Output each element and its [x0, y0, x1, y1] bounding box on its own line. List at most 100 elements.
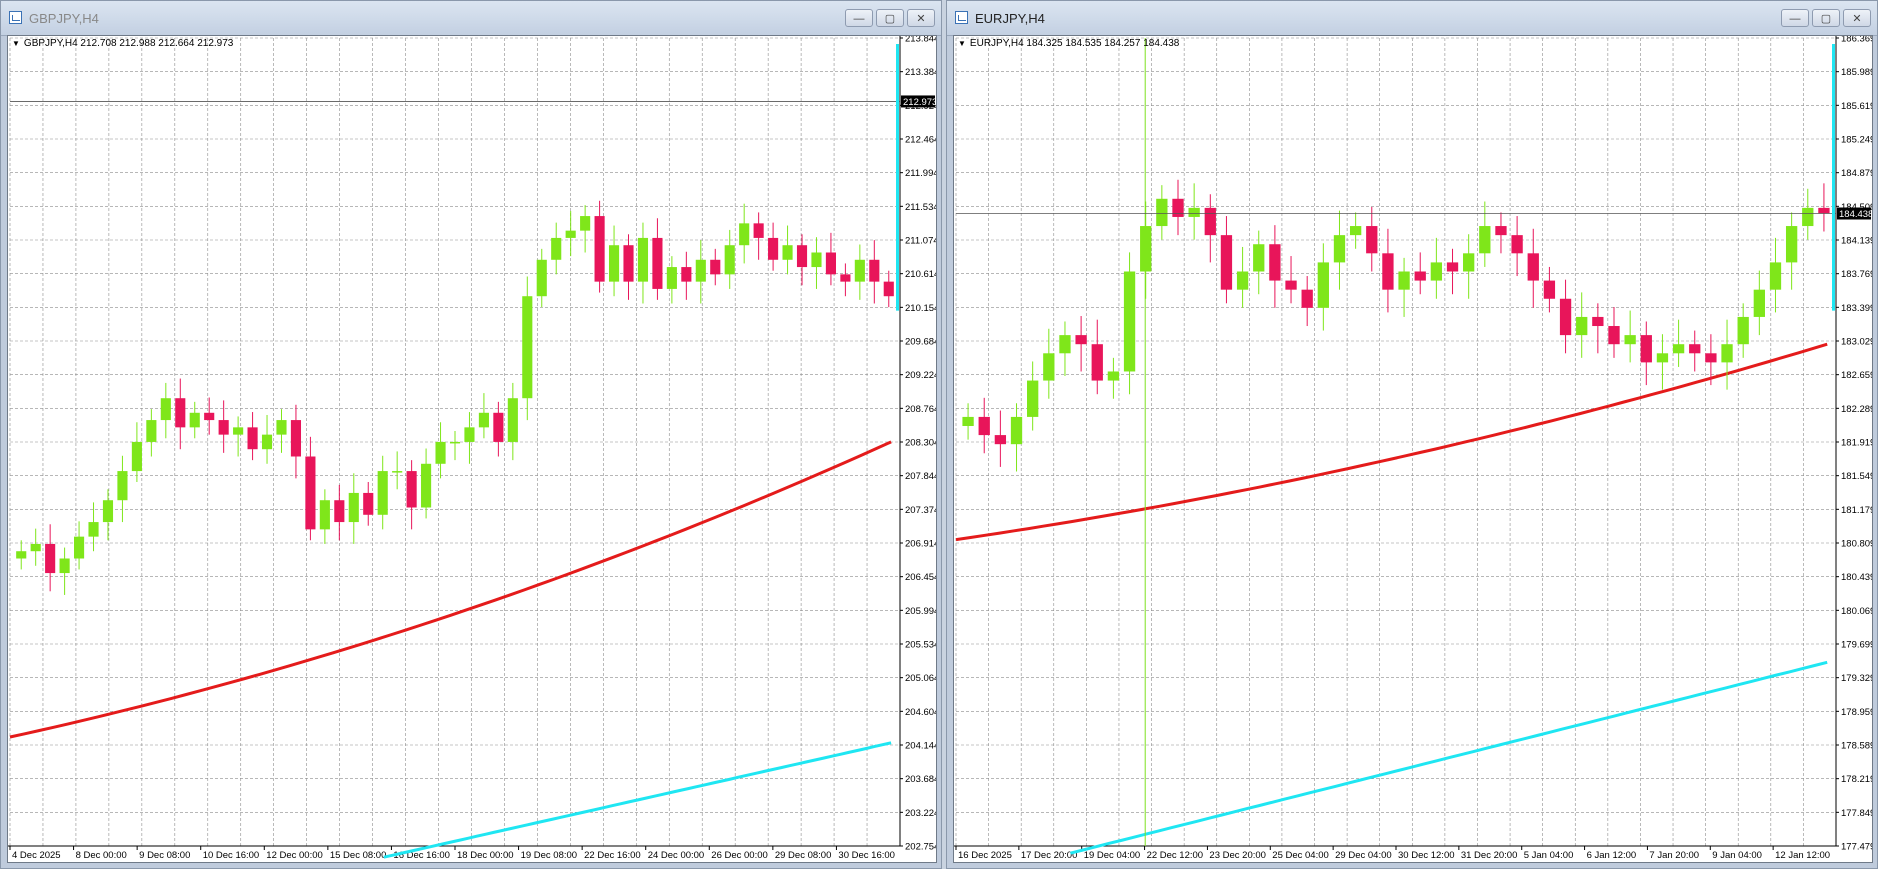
price-tick-label: 184.509 [1841, 202, 1872, 213]
eurjpy-chart-window[interactable]: EURJPY,H4 — ▢ ✕ 186.369 185.989 185.619 185.2… [946, 0, 1878, 869]
candle-body [551, 237, 562, 260]
candle-body [1204, 207, 1216, 236]
candle-body [1737, 316, 1749, 345]
time-tick-label: 23 Dec 20:00 [1209, 850, 1266, 861]
price-tick-label: 179.699 [1841, 640, 1872, 651]
candle-body [1656, 353, 1669, 363]
candle-body [1043, 353, 1055, 381]
moving-average-line [383, 741, 892, 859]
candle-body [1010, 416, 1023, 445]
maximize-button[interactable]: ▢ [876, 9, 904, 27]
candle-body [1527, 253, 1539, 281]
price-tick-label: 205.994 [905, 606, 936, 617]
moving-average-line [1070, 660, 1828, 855]
candle-body [1301, 289, 1313, 308]
candle-body [710, 259, 721, 275]
window-titlebar[interactable]: EURJPY,H4 — ▢ ✕ [947, 1, 1877, 36]
candle-body [1576, 316, 1588, 336]
candle-body [449, 441, 461, 444]
candle-body [1463, 253, 1475, 272]
candle-body [1366, 226, 1378, 254]
candle-body [753, 223, 764, 238]
time-tick-label: 9 Dec 08:00 [139, 850, 190, 861]
candle-body [1511, 235, 1523, 254]
candle-body [175, 398, 186, 428]
maximize-button[interactable]: ▢ [1812, 9, 1840, 27]
candle-body [348, 492, 359, 523]
price-tick-label: 178.219 [1841, 774, 1872, 785]
close-button[interactable]: ✕ [907, 9, 935, 27]
candle-body [363, 492, 374, 515]
minimize-button[interactable]: — [845, 9, 873, 27]
moving-average-line [9, 440, 892, 739]
time-tick-label: 30 Dec 12:00 [1398, 850, 1455, 861]
price-tick-label: 205.534 [905, 640, 936, 651]
candle-body [565, 230, 576, 238]
candle-body [45, 543, 56, 574]
candle-body [1027, 380, 1039, 417]
price-tick-label: 210.154 [905, 303, 936, 314]
time-tick-label: 4 Dec 2025 [12, 850, 61, 861]
price-tick-label: 177.479 [1841, 842, 1872, 853]
price-tick-label: 203.684 [905, 774, 936, 785]
time-tick-label: 17 Dec 20:00 [1021, 850, 1078, 861]
chart-window-icon [9, 11, 22, 24]
candle-body [978, 416, 990, 436]
candle-body [59, 558, 70, 574]
candle-body [695, 259, 706, 282]
candle-body [825, 252, 836, 275]
candle-body [1592, 316, 1604, 327]
price-tick-label: 208.304 [905, 438, 936, 449]
candle-body [869, 259, 880, 282]
candle-body [1220, 235, 1233, 290]
dropdown-triangle-icon[interactable]: ▼ [12, 39, 20, 48]
dropdown-triangle-icon[interactable]: ▼ [958, 39, 966, 48]
price-chart[interactable]: 186.369 185.989 185.619 185.249 184.879 184.5… [953, 35, 1873, 863]
current-price-label: 212.973 [903, 97, 936, 108]
price-range-bar [1832, 44, 1835, 311]
candle-body [1317, 262, 1329, 308]
current-price-label: 184.438 [1839, 209, 1872, 220]
price-tick-label: 213.844 [905, 36, 936, 45]
window-titlebar[interactable]: GBPJPY,H4 — ▢ ✕ [1, 1, 941, 36]
candle-body [1672, 344, 1685, 354]
price-tick-label: 213.384 [905, 67, 936, 78]
candle-body [1349, 226, 1362, 236]
gbpjpy-chart-window[interactable]: GBPJPY,H4 —▢✕ 213.844213.384212.924212.4… [0, 0, 942, 869]
price-tick-label: 179.329 [1841, 673, 1872, 684]
time-tick-label: 24 Dec 00:00 [648, 850, 705, 861]
candle-body [652, 237, 663, 289]
price-tick-label: 203.224 [905, 808, 936, 819]
candle-body [1107, 371, 1120, 381]
candle-body [146, 420, 157, 442]
price-tick-label: 211.074 [905, 236, 936, 247]
window-title: EURJPY,H4 [975, 11, 1045, 26]
time-tick-label: 9 Jan 04:00 [1712, 850, 1762, 861]
time-tick-label: 26 Dec 00:00 [711, 850, 768, 861]
candle-body [1398, 271, 1410, 290]
candle-body [261, 434, 273, 450]
minimize-button[interactable]: — [1781, 9, 1809, 27]
candle-body [594, 216, 605, 282]
time-tick-label: 30 Dec 16:00 [838, 850, 895, 861]
price-tick-label: 209.224 [905, 370, 936, 381]
close-button[interactable]: ✕ [1843, 9, 1871, 27]
candle-body [1495, 226, 1507, 236]
time-tick-label: 16 Dec 16:00 [393, 850, 450, 861]
candle-body [623, 245, 634, 282]
current-price-marker [1837, 207, 1871, 220]
candle-body [854, 259, 865, 282]
candle-body [102, 500, 114, 523]
candle-body [1559, 298, 1572, 336]
price-tick-label: 205.064 [905, 673, 936, 684]
candle-body [1753, 289, 1765, 317]
candle-body [233, 427, 244, 435]
candle-body [796, 245, 808, 268]
candle-body [1253, 244, 1265, 272]
time-tick-label: 12 Jan 12:00 [1775, 850, 1830, 861]
time-tick-label: 16 Dec 2025 [958, 850, 1012, 861]
candle-body [768, 237, 779, 260]
candle-body [74, 536, 85, 559]
candle-body [1075, 335, 1087, 345]
price-chart[interactable]: 213.844213.384212.924212.464211.994211.5… [7, 35, 937, 863]
